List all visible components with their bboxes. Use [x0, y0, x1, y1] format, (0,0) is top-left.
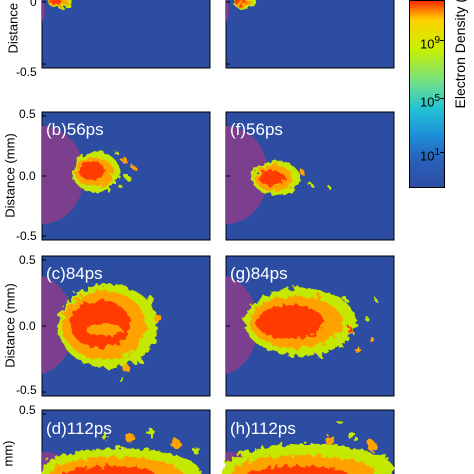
- y-axis-label-bottom: mm): [0, 440, 16, 467]
- streamer-b: [72, 150, 134, 192]
- streamer-c: [58, 284, 162, 383]
- colorbar-tick-label: 105: [420, 93, 441, 110]
- y-tick-marks: [42, 1, 230, 415]
- panel-a: [41, 0, 211, 69]
- y-tick-label: 0: [30, 0, 37, 9]
- panel-g: [225, 255, 395, 397]
- panel-c: [41, 255, 211, 397]
- panel-label-b: (b)56ps: [46, 120, 104, 139]
- y-tick-label: 0.0: [19, 319, 36, 333]
- y-axis-label-top: Distance: [5, 2, 21, 54]
- panel-b: [41, 111, 211, 241]
- colorbar-tick-label: 101: [420, 147, 441, 164]
- panel-e: [225, 0, 395, 69]
- colorbar: [409, 0, 445, 188]
- y-tick-label: -0.5: [16, 229, 37, 243]
- streamer-h: [222, 419, 394, 474]
- panel-h: [222, 409, 395, 474]
- streamer-g: [244, 286, 378, 357]
- y-tick-label: 0.5: [19, 107, 36, 121]
- panel-label-h: (h)112ps: [230, 419, 296, 438]
- colorbar-tick-mark: [440, 40, 445, 41]
- panel-label-g: (g)84ps: [230, 264, 288, 283]
- y-tick-label: 0.5: [19, 253, 36, 267]
- colorbar-tick-mark: [440, 152, 445, 153]
- y-axis-label: Distance (mm): [2, 283, 18, 368]
- y-tick-label: -0.5: [16, 383, 37, 397]
- colorbar-label: Electron Density (: [452, 0, 468, 109]
- panel-label-f: (f)56ps: [230, 120, 283, 139]
- y-axis-label: Distance (mm): [2, 133, 18, 218]
- colorbar-tick-label: 109: [420, 35, 441, 52]
- panel-f: [225, 111, 395, 241]
- y-tick-label: 0.0: [19, 169, 36, 183]
- streamer-e: [232, 0, 256, 8]
- streamer-a: [48, 0, 72, 8]
- streamer-d: [40, 428, 200, 474]
- y-tick-label: 0.5: [19, 403, 36, 417]
- y-tick-label: -0.5: [16, 65, 37, 79]
- streamer-f: [252, 161, 332, 195]
- panel-label-c: (c)84ps: [46, 264, 103, 283]
- colorbar-tick-mark: [440, 98, 445, 99]
- panel-d: [40, 409, 211, 474]
- panel-label-d: (d)112ps: [46, 419, 112, 438]
